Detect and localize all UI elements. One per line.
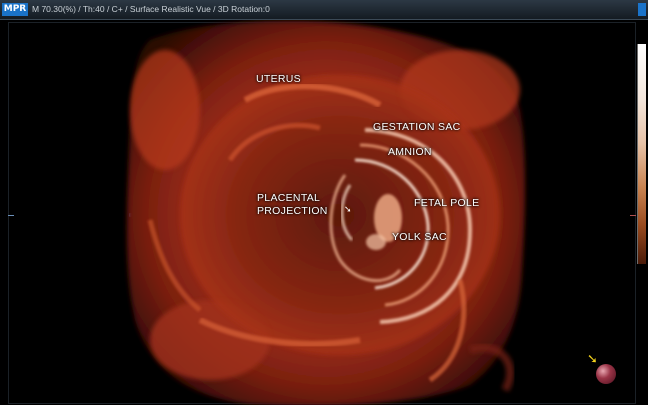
- uterus-label: UTERUS: [256, 73, 301, 85]
- placental-projection-label: PLACENTAL PROJECTION: [257, 192, 367, 218]
- left-bulge: [130, 50, 200, 170]
- amnion-label: AMNION: [388, 146, 432, 158]
- tissue-streak-1: [243, 83, 382, 108]
- placental-label-line2: PROJECTION: [257, 205, 328, 217]
- tissue-streak-3: [198, 317, 361, 347]
- mpr-badge[interactable]: MPR: [2, 3, 28, 16]
- placental-label-line1: PLACENTAL: [257, 192, 321, 204]
- yolk-sac-blob: [366, 234, 386, 250]
- left-edge-tick: [8, 215, 14, 216]
- placental-projection: [340, 184, 354, 242]
- right-lower-streak: [428, 279, 467, 383]
- yolk-sac-label: YOLK SAC: [392, 231, 447, 243]
- intensity-scale-bar: [637, 44, 646, 264]
- 3d-viewport[interactable]: UTERUS GESTATION SAC AMNION PLACENTAL PR…: [0, 20, 648, 405]
- tissue-streak-4: [147, 219, 202, 312]
- arrow-icon: ➘: [587, 352, 598, 367]
- orientation-ball-icon[interactable]: [596, 364, 616, 384]
- amnion-ring-inner: [329, 174, 402, 282]
- fetal-pole-label: FETAL POLE: [414, 197, 480, 209]
- render-status-text: M 70.30(%) / Th:40 / C+ / Surface Realis…: [32, 4, 270, 14]
- corner-marker[interactable]: [638, 3, 646, 16]
- cursor-icon: ➘: [344, 205, 352, 215]
- gestation-sac-ring-outer: [364, 128, 473, 324]
- volume-rendering: [126, 20, 526, 405]
- fetal-pole-blob: [374, 194, 402, 242]
- tissue-streak-2: [227, 122, 321, 162]
- right-edge-tick: [630, 215, 636, 216]
- gestation-sac-label: GESTATION SAC: [373, 121, 461, 133]
- gestation-sac-ring-mid: [359, 143, 450, 307]
- top-status-bar: MPR M 70.30(%) / Th:40 / C+ / Surface Re…: [0, 0, 648, 20]
- amnion-ring: [354, 158, 430, 290]
- bottom-right-tail: [468, 343, 514, 393]
